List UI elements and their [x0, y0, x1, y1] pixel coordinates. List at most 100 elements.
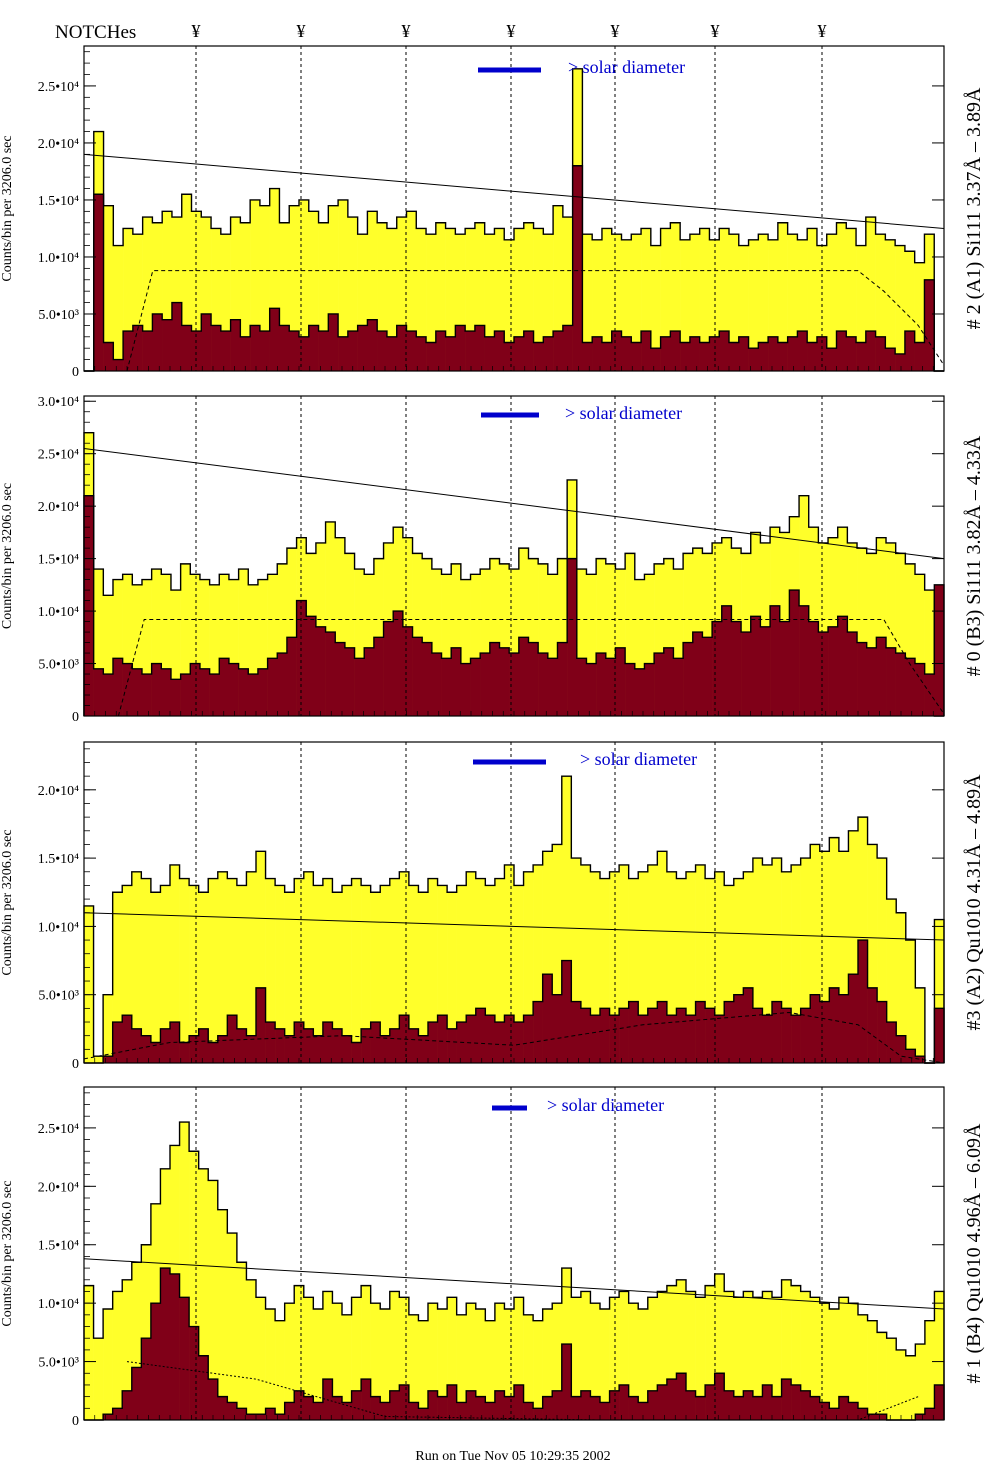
darkred-bin-2-65	[705, 1008, 715, 1063]
yellow-bin-2-60	[657, 851, 668, 1063]
darkred-bin-3-72	[772, 1396, 782, 1420]
notch-symbol-1: ¥	[297, 21, 306, 41]
yellow-bin-0-43	[504, 239, 515, 371]
yellow-bin-2-71	[762, 864, 773, 1063]
yellow-bin-0-27	[347, 217, 358, 371]
darkred-bin-3-36	[428, 1390, 438, 1420]
darkred-bin-3-53	[590, 1396, 601, 1420]
yellow-bin-1-7	[151, 569, 162, 716]
darkred-bin-2-6	[141, 1035, 152, 1063]
yellow-bin-3-83	[877, 1332, 887, 1420]
yellow-bin-1-47	[538, 563, 549, 716]
yellow-bin-0-78	[846, 228, 857, 371]
darkred-bin-0-24	[318, 331, 329, 371]
notch-symbols: ¥ ¥ ¥ ¥ ¥ ¥ ¥	[192, 21, 827, 41]
yellow-outline-0	[84, 68, 944, 372]
yellow-bin-0-83	[895, 245, 906, 371]
yellow-bin-1-5	[132, 584, 143, 716]
darkred-bin-1-50	[567, 558, 578, 716]
yellow-bin-0-79	[856, 245, 867, 371]
yellow-bin-1-11	[190, 574, 201, 716]
yellow-bin-1-26	[335, 537, 346, 716]
ytick-label-0-1: 5.0•10³	[38, 308, 79, 323]
yellow-bin-3-63	[686, 1291, 696, 1420]
yellow-bin-0-46	[533, 228, 544, 371]
yellow-bin-3-54	[600, 1309, 610, 1420]
darkred-bin-2-22	[294, 1022, 305, 1063]
yellow-bin-1-82	[876, 537, 887, 716]
yellow-bin-0-9	[171, 217, 183, 371]
yellow-bin-1-21	[286, 548, 297, 716]
yellow-bin-0-15	[230, 217, 241, 371]
yellow-bin-0-35	[426, 234, 437, 371]
darkred-bin-1-53	[596, 653, 607, 716]
darkred-bin-2-73	[781, 1008, 792, 1063]
yellow-bin-3-2	[103, 1309, 113, 1420]
yellow-bin-2-17	[246, 871, 257, 1063]
yellow-bin-3-67	[724, 1291, 735, 1420]
ytick-label-0-0: 0	[72, 365, 79, 380]
yellow-bin-2-3	[112, 892, 123, 1063]
yellow-bin-3-41	[475, 1309, 486, 1420]
yellow-bin-3-16	[236, 1262, 247, 1420]
darkred-bin-1-52	[586, 663, 597, 716]
darkred-bin-1-65	[712, 621, 723, 716]
darkred-bin-3-56	[619, 1384, 629, 1420]
yellow-bin-1-10	[180, 563, 191, 716]
darkred-bin-3-64	[695, 1396, 706, 1420]
yellow-bin-2-2	[103, 994, 113, 1063]
yellow-bin-0-32	[396, 217, 407, 371]
legend-text-1: > solar diameter	[565, 403, 682, 423]
yellow-bin-2-34	[408, 885, 419, 1063]
darkred-bin-1-39	[460, 663, 471, 716]
yellow-bin-0-8	[162, 211, 173, 371]
yellow-bin-0-47	[543, 234, 554, 371]
yellow-bin-0-38	[455, 234, 466, 371]
dashed-line-0	[126, 270, 945, 372]
darkred-bin-1-85	[905, 658, 916, 716]
darkred-bin-1-13	[209, 674, 220, 716]
darkred-bin-3-57	[628, 1396, 639, 1420]
ytick-label-2-3: 1.5•10⁴	[38, 852, 79, 867]
yellow-bin-2-66	[714, 871, 725, 1063]
yellow-bin-0-80	[865, 217, 876, 371]
darkred-bin-3-73	[781, 1379, 792, 1420]
yellow-bin-1-41	[480, 569, 491, 716]
yellow-bin-3-66	[714, 1273, 725, 1420]
yellow-bin-2-13	[208, 878, 219, 1063]
yellow-bin-1-57	[634, 579, 645, 716]
darkred-bin-2-40	[466, 1015, 477, 1063]
darkred-bin-1-23	[306, 616, 317, 716]
yellow-bin-0-39	[465, 228, 476, 371]
darkred-bin-1-76	[818, 632, 829, 716]
darkred-bin-2-2	[103, 1056, 113, 1063]
darkred-bin-3-22	[294, 1390, 305, 1420]
yellow-bin-3-46	[523, 1314, 534, 1420]
yellow-bin-0-36	[435, 222, 446, 371]
yellow-bin-2-7	[150, 892, 161, 1063]
darkred-bin-1-25	[325, 632, 336, 716]
darkred-bin-0-55	[621, 336, 632, 371]
yellow-bin-0-63	[699, 228, 710, 371]
yellow-bin-3-78	[829, 1309, 840, 1420]
darkred-bin-0-60	[670, 331, 681, 371]
yellow-bin-1-46	[528, 558, 539, 716]
solid-line-1	[83, 447, 945, 560]
yellow-outline-3	[83, 1121, 945, 1420]
yellow-bin-3-13	[208, 1180, 219, 1420]
darkred-bin-3-19	[265, 1408, 276, 1420]
yellow-bin-1-87	[924, 590, 935, 716]
darkred-bin-3-44	[504, 1396, 515, 1420]
notch-symbol-0: ¥	[192, 21, 201, 41]
yellow-bin-0-30	[377, 222, 388, 371]
yellow-bin-2-53	[590, 871, 601, 1063]
darkred-bin-3-48	[542, 1396, 553, 1420]
yellow-bin-2-86	[905, 940, 916, 1063]
yellow-bin-0-82	[885, 239, 896, 371]
yellow-bin-3-85	[896, 1349, 907, 1420]
yellow-bin-0-6	[142, 217, 153, 371]
yellow-bin-1-36	[431, 569, 442, 716]
yellow-outline-2	[83, 775, 945, 1064]
yellow-bin-3-89	[934, 1291, 945, 1420]
yellow-bin-1-43	[499, 563, 510, 716]
